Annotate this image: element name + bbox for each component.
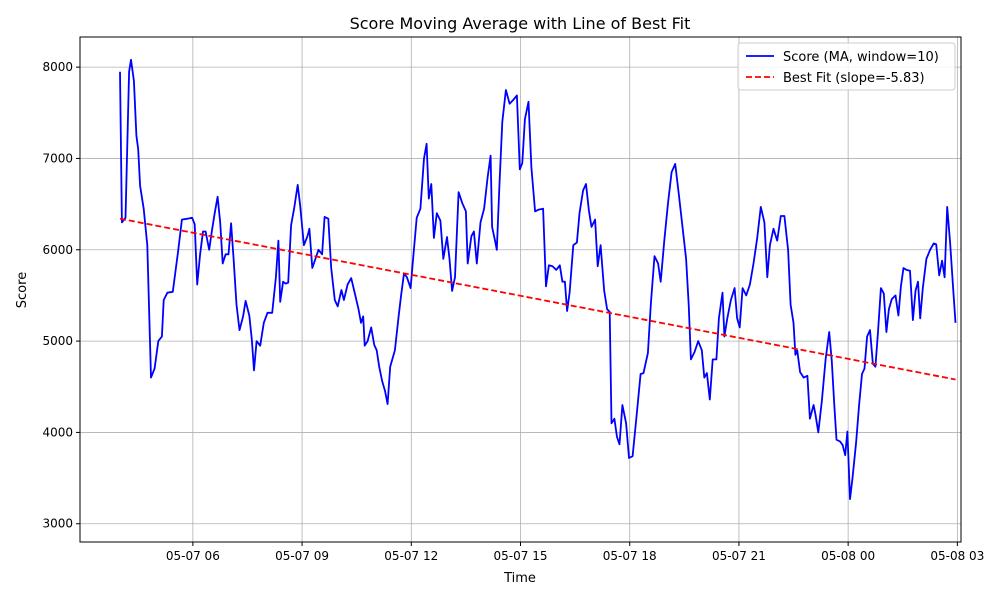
x-tick-label: 05-07 21 — [712, 549, 766, 563]
x-axis-label: Time — [503, 571, 536, 586]
x-tick-label: 05-07 06 — [166, 549, 220, 563]
legend: Score (MA, window=10) Best Fit (slope=-5… — [737, 42, 956, 91]
x-tick-label: 05-07 09 — [275, 549, 329, 563]
y-tick-label: 6000 — [42, 243, 73, 257]
chart-title: Score Moving Average with Line of Best F… — [350, 14, 691, 33]
grid — [80, 37, 961, 542]
legend-box — [737, 42, 956, 91]
legend-label-ma: Score (MA, window=10) — [783, 50, 939, 65]
x-tick-label: 05-07 18 — [603, 549, 657, 563]
y-axis: 3000 4000 5000 6000 7000 8000 — [42, 60, 80, 531]
y-tick-label: 7000 — [42, 151, 73, 165]
y-axis-label: Score — [15, 272, 30, 308]
x-tick-label: 05-08 03 — [930, 549, 984, 563]
x-tick-label: 05-08 00 — [821, 549, 875, 563]
x-tick-label: 05-07 12 — [384, 549, 438, 563]
y-tick-label: 5000 — [42, 334, 73, 348]
series-line-best-fit — [119, 217, 956, 381]
y-tick-label: 8000 — [42, 60, 73, 74]
x-axis: 05-07 06 05-07 09 05-07 12 05-07 15 05-07 18… — [166, 542, 984, 563]
y-tick-label: 3000 — [42, 517, 73, 531]
x-tick-label: 05-07 15 — [494, 549, 548, 563]
series-layer — [119, 58, 957, 501]
legend-label-fit: Best Fit (slope=-5.83) — [783, 71, 925, 86]
y-tick-label: 4000 — [42, 425, 73, 439]
series-line-score-ma — [119, 58, 957, 501]
